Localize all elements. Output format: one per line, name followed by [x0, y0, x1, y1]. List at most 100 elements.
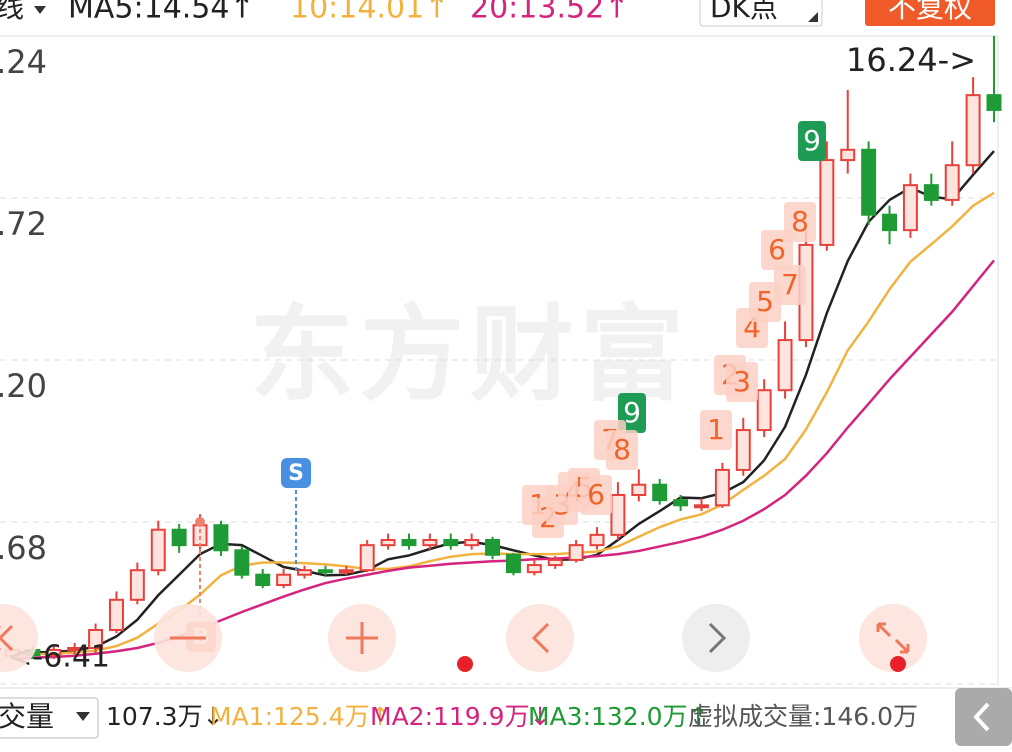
- candle-body: [108, 598, 124, 631]
- collapse-button[interactable]: [955, 688, 1012, 746]
- candle-body: [129, 569, 145, 601]
- candle-body: [88, 629, 104, 649]
- candle-body: [380, 539, 396, 547]
- buy-dot: [195, 517, 205, 527]
- vol-ma2: MA2:119.9万↓: [370, 702, 551, 731]
- vol-ma3: MA3:132.0万↑: [528, 702, 709, 731]
- nine-badge: [798, 121, 826, 161]
- td-badge: [700, 410, 732, 450]
- adjust-button[interactable]: [865, 0, 995, 26]
- period-dropdown[interactable]: [34, 6, 46, 14]
- candle-body: [422, 539, 438, 547]
- indicator-label[interactable]: 交量: [0, 700, 54, 733]
- candle-body: [505, 553, 521, 574]
- candle-body: [297, 569, 312, 576]
- adjust-label[interactable]: 不复权: [888, 0, 972, 24]
- ma-line: [12, 150, 995, 654]
- candle-body: [673, 499, 689, 507]
- ma5-value: MA5:14.54↑: [68, 0, 255, 26]
- td-count: 6: [768, 233, 786, 266]
- td-badge: [606, 430, 638, 470]
- ma20-value: 20:13.52↑: [470, 0, 629, 26]
- td-badge: [784, 202, 816, 242]
- dk-triangle: [808, 12, 818, 22]
- candle-body: [882, 213, 898, 232]
- candle-body: [756, 389, 772, 432]
- candle-body: [923, 184, 939, 201]
- td-count: 6: [587, 478, 605, 511]
- first-button[interactable]: [0, 604, 38, 672]
- td-badge: [726, 362, 758, 402]
- collapse-icon: [973, 702, 990, 732]
- candle-body: [359, 544, 375, 572]
- y-tick-label: 13.72: [0, 205, 47, 243]
- candle-body: [213, 524, 229, 552]
- header-bar: [0, 0, 1012, 32]
- period-label[interactable]: 线: [0, 0, 24, 24]
- zoom-in-icon: [346, 622, 378, 654]
- candle-body: [255, 573, 271, 587]
- virtual-volume: 虚拟成交量:146.0万: [688, 702, 918, 731]
- next-button[interactable]: [682, 604, 750, 672]
- watermark: 东方财富: [250, 293, 690, 415]
- candle-body: [986, 94, 1002, 111]
- candle-body: [234, 549, 250, 576]
- dk-box[interactable]: [699, 0, 823, 27]
- candle-body: [714, 468, 730, 507]
- candle-body: [840, 148, 856, 162]
- td-count: 5: [756, 285, 774, 318]
- candle-body: [547, 558, 563, 567]
- sell-signal: S: [288, 461, 304, 486]
- candle-body: [777, 339, 793, 392]
- prev-button[interactable]: [506, 604, 574, 672]
- candle-body: [464, 539, 480, 547]
- candle-body: [944, 164, 960, 201]
- td-badge: [774, 265, 806, 305]
- volume-value: 107.3万↓: [106, 702, 224, 731]
- td-count: 3: [733, 365, 751, 398]
- dk-label[interactable]: DK点: [710, 0, 778, 24]
- candle-body: [694, 504, 709, 509]
- notice-dot: [890, 656, 906, 672]
- candle-body: [735, 429, 751, 471]
- candle-body: [338, 569, 354, 574]
- fullscreen-button[interactable]: [859, 604, 927, 672]
- prev-icon: [531, 622, 550, 654]
- candle-body: [819, 159, 835, 246]
- candle-body: [631, 483, 647, 497]
- candle-body: [171, 528, 187, 547]
- td-count: 8: [791, 205, 809, 238]
- candle-body: [443, 539, 459, 547]
- y-tick-label: 16.24: [0, 43, 47, 81]
- first-icon: [0, 624, 14, 652]
- fullscreen-icon: [876, 622, 910, 654]
- y-tick-label: 11.20: [0, 367, 47, 405]
- footer-bar: [0, 688, 1012, 752]
- indicator-dropdown: [76, 712, 90, 721]
- td-count: 7: [781, 268, 799, 301]
- candle-body: [67, 647, 83, 651]
- candle-body: [965, 94, 981, 167]
- td-count: 8: [613, 433, 631, 466]
- candle-body: [861, 148, 877, 216]
- candle-body: [902, 184, 918, 232]
- notice-dot: [457, 656, 473, 672]
- candle-body: [610, 494, 626, 536]
- td-count: 1: [707, 413, 725, 446]
- td-badge: [580, 475, 612, 515]
- candle-body: [652, 483, 668, 502]
- candle-body: [192, 524, 208, 547]
- y-tick-label: 8.68: [0, 529, 47, 567]
- candle-body: [485, 539, 501, 556]
- ma10-value: 10:14.01↑: [290, 0, 449, 26]
- candle-body: [526, 564, 542, 574]
- td-badge: [749, 282, 781, 322]
- candle-body: [276, 573, 292, 587]
- nine-signal: 9: [623, 396, 641, 429]
- buttons: [0, 604, 927, 672]
- nine-signal: 9: [803, 124, 821, 157]
- candle-body: [589, 533, 605, 547]
- indicator-box[interactable]: [0, 697, 99, 739]
- candle-body: [150, 528, 166, 572]
